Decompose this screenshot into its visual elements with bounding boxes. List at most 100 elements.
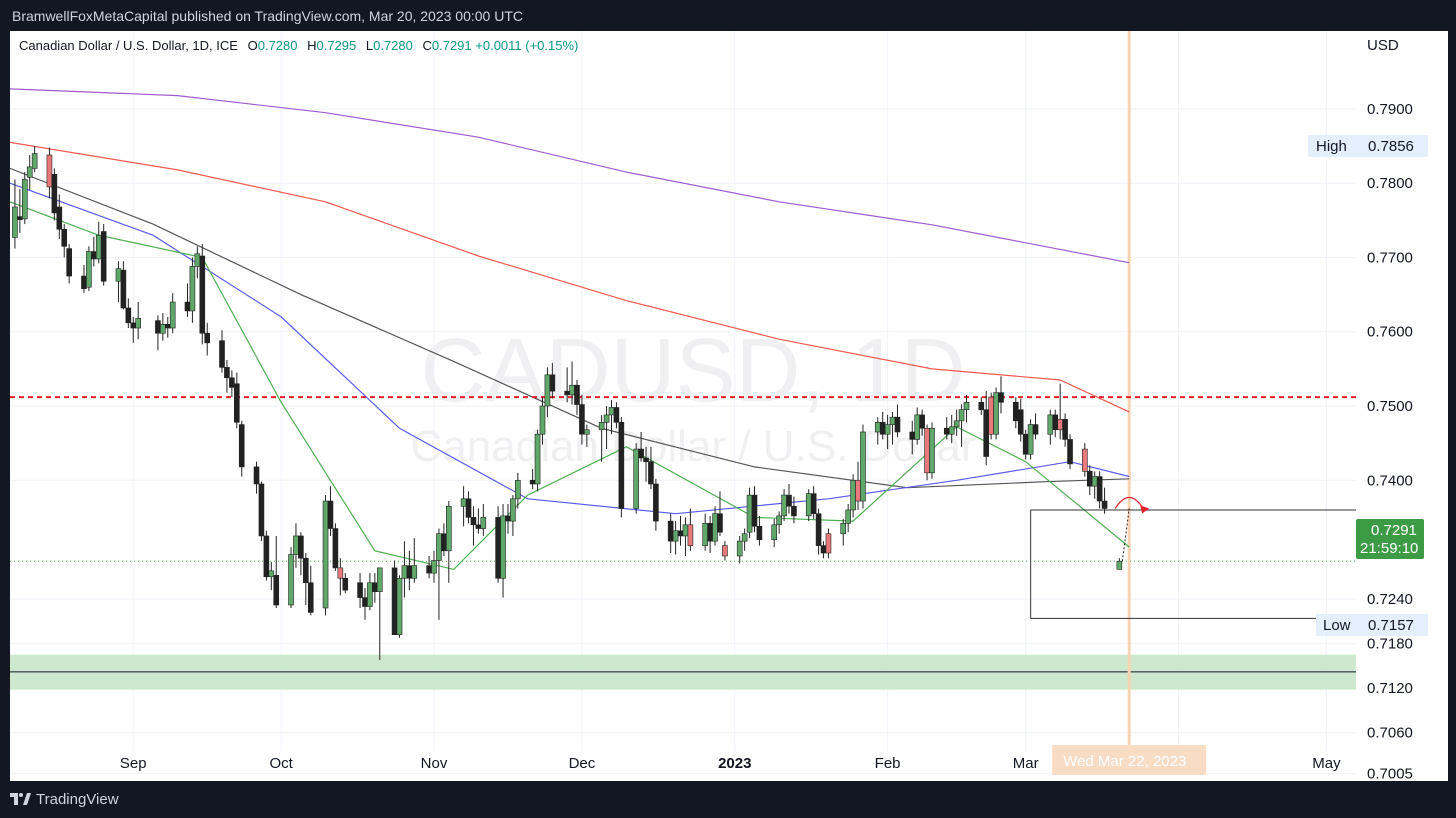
candle-body	[1032, 424, 1039, 435]
candle	[303, 553, 309, 606]
candle	[441, 523, 447, 556]
candle	[233, 372, 240, 429]
x-tick-label: Feb	[875, 755, 901, 772]
candle	[717, 491, 723, 536]
candle-body	[189, 266, 196, 312]
candle	[529, 469, 536, 490]
candle	[189, 257, 196, 323]
candle	[677, 515, 684, 546]
candle-body	[160, 324, 166, 334]
candle-body	[495, 517, 501, 579]
candle	[500, 504, 506, 598]
candle	[1032, 413, 1039, 440]
candle-body	[1017, 409, 1024, 435]
candle	[860, 424, 866, 509]
candle-body	[889, 416, 896, 425]
candle-body	[31, 153, 38, 169]
candle-body	[820, 545, 827, 554]
candle-body	[741, 533, 748, 542]
candle-body	[224, 367, 230, 379]
candle-body	[574, 384, 580, 405]
candle	[929, 422, 935, 479]
candle	[825, 528, 832, 559]
candle	[465, 491, 472, 524]
x-tick-label: 2023	[718, 755, 751, 772]
candle-body	[12, 206, 18, 238]
candle-body	[998, 392, 1004, 403]
candle-body	[238, 424, 245, 468]
y-tick-label: 0.7500	[1367, 398, 1413, 415]
candle-body	[367, 582, 373, 607]
candle	[258, 481, 265, 542]
candle	[722, 541, 728, 561]
symbol-legend[interactable]: Canadian Dollar / U.S. Dollar, 1D, ICE O…	[19, 38, 578, 53]
candle-body	[372, 582, 378, 592]
candle-body	[91, 251, 97, 260]
candle	[751, 486, 758, 533]
symbol-title: Canadian Dollar / U.S. Dollar, 1D, ICE	[19, 38, 238, 53]
candle-body	[751, 494, 758, 527]
candle-body	[396, 577, 403, 636]
candle-body	[268, 570, 275, 578]
candle	[115, 261, 122, 303]
candle-body	[638, 448, 644, 459]
candle	[574, 380, 580, 415]
x-tick-label: Mar	[1013, 755, 1039, 772]
chart-frame[interactable]: CADUSD, 1D Canadian Dollar / U.S. Dollar…	[10, 31, 1448, 781]
candle-body	[712, 513, 718, 542]
candle-body	[953, 420, 960, 428]
candle	[613, 402, 620, 429]
x-tick-label: Oct	[270, 755, 294, 772]
candle	[100, 224, 107, 286]
candle	[840, 518, 847, 546]
candle-body	[884, 424, 891, 435]
crosshair-vertical	[1127, 31, 1131, 746]
candle	[598, 414, 605, 462]
currency-label: USD	[1367, 37, 1399, 54]
price-chart[interactable]: CADUSD, 1D Canadian Dollar / U.S. Dollar…	[10, 31, 1448, 781]
y-tick-label: 0.7060	[1367, 725, 1413, 742]
candle	[786, 483, 792, 514]
candle-body	[643, 457, 649, 462]
candle	[436, 528, 442, 620]
candle-body	[855, 479, 861, 502]
candle-body	[426, 565, 432, 574]
candle-body	[988, 396, 994, 435]
candle	[978, 397, 985, 415]
candle	[1082, 443, 1088, 477]
candle-body	[357, 582, 363, 598]
candle	[391, 560, 398, 636]
candle	[367, 573, 373, 611]
candle-body	[293, 535, 299, 555]
candle-body	[66, 248, 72, 277]
candle	[643, 446, 649, 482]
candle-body	[26, 166, 33, 178]
candle-body	[219, 340, 225, 368]
candle-body	[1022, 433, 1029, 455]
candle	[549, 362, 556, 399]
low-label-legend: L	[365, 38, 374, 53]
candle	[781, 489, 787, 522]
crosshair-date: Wed Mar 22, 2023	[1063, 753, 1186, 770]
candle	[372, 573, 378, 603]
candle	[66, 244, 72, 284]
candle-body	[613, 407, 620, 423]
projection-arrow-icon	[1140, 505, 1150, 514]
candle-body	[184, 301, 191, 312]
projection-arc	[1114, 496, 1144, 509]
candle-body	[95, 234, 102, 260]
low-value: 0.7157	[1368, 617, 1414, 634]
candle-body	[579, 404, 585, 435]
candle-body	[539, 405, 546, 435]
candle	[1022, 429, 1029, 460]
candle	[51, 168, 58, 221]
candle-body	[1013, 401, 1019, 422]
open-value: 0.7280	[257, 38, 298, 53]
candle-body	[436, 533, 442, 561]
candle	[298, 532, 304, 576]
candle-body	[850, 479, 856, 511]
candle	[712, 506, 718, 546]
candle	[376, 567, 383, 660]
candle	[406, 550, 413, 591]
x-tick-label: Nov	[421, 755, 448, 772]
